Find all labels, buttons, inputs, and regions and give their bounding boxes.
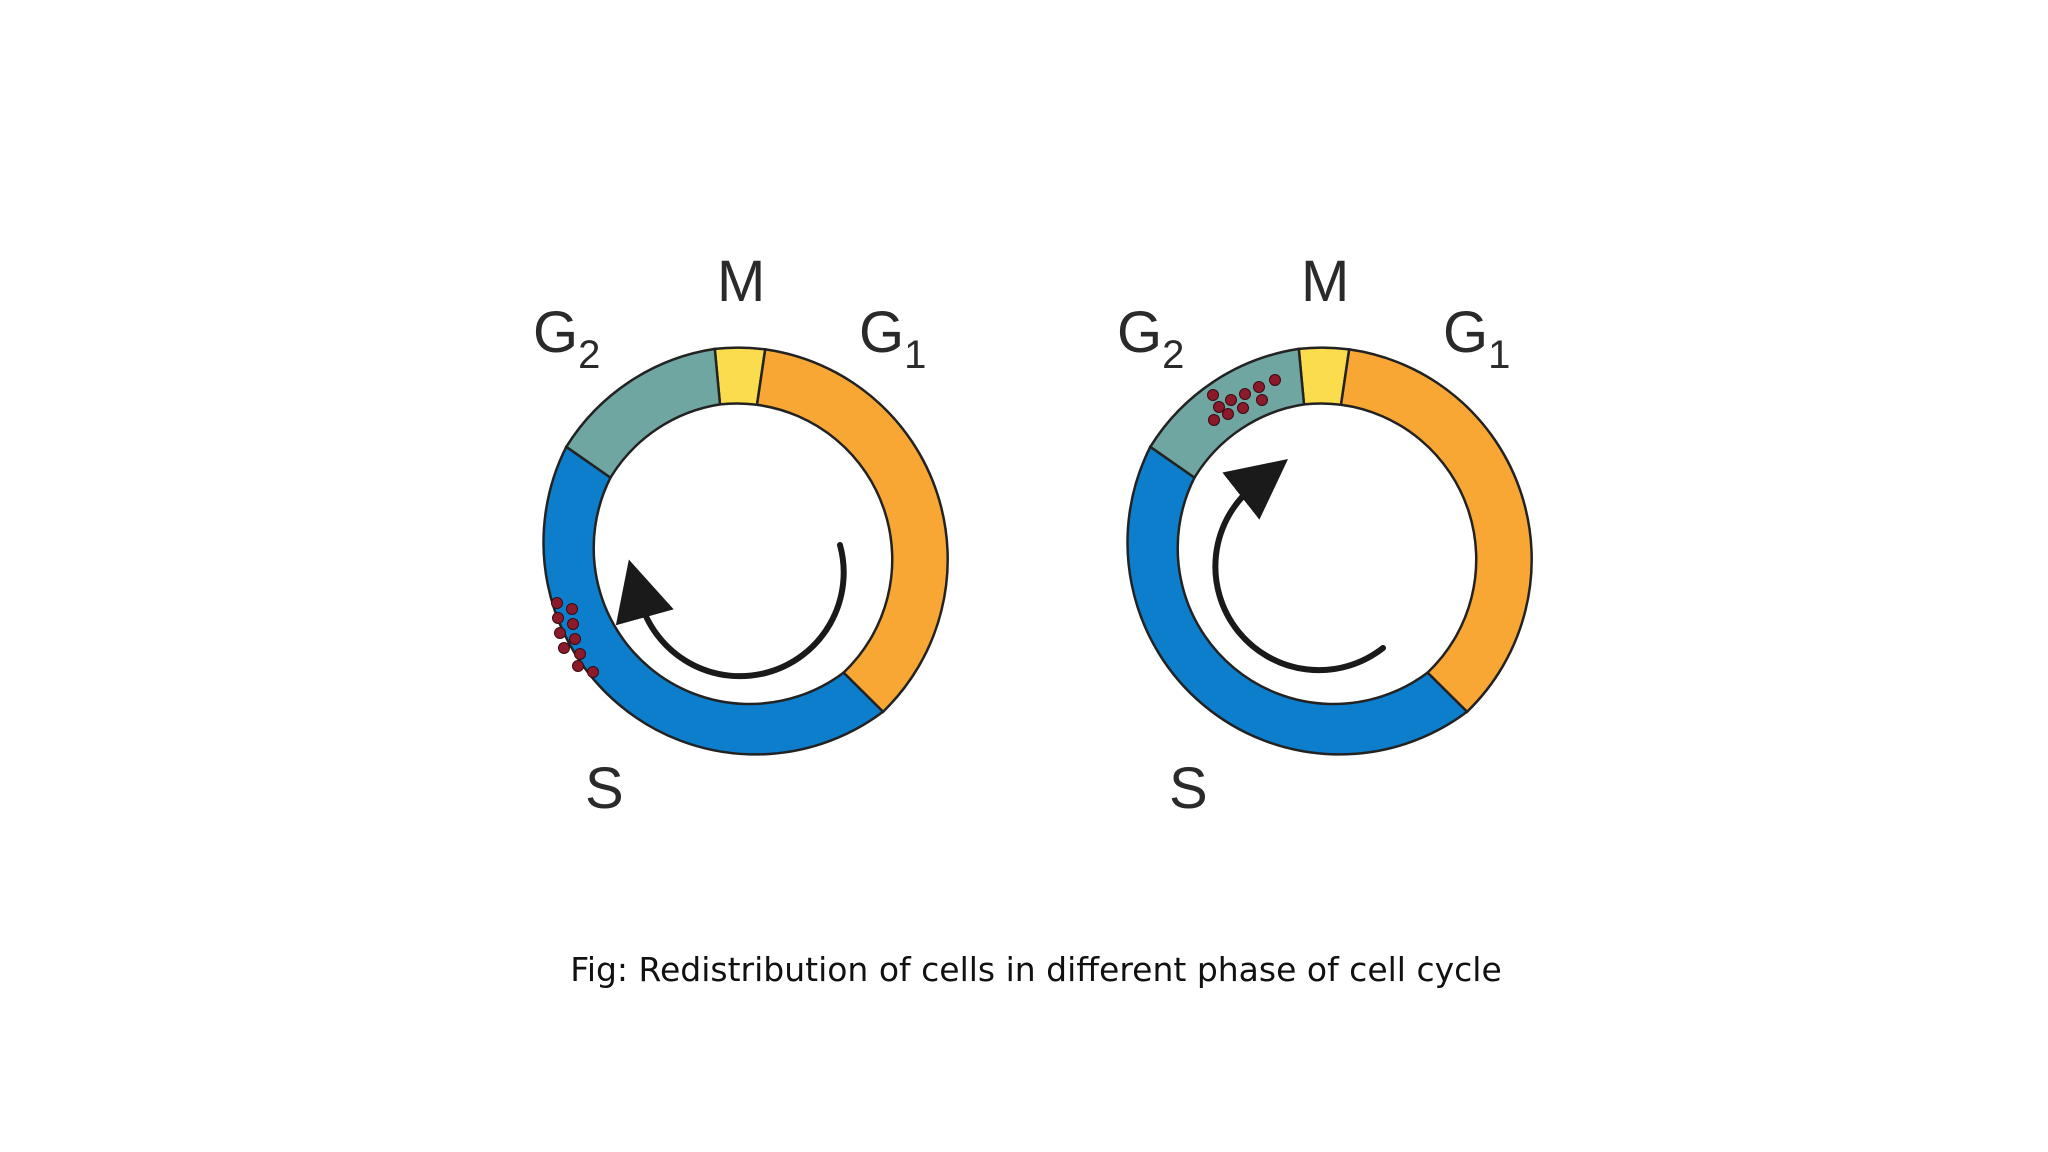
cell-dot [566,603,578,615]
cell-dot [552,612,564,624]
label-g1: G1 [1443,300,1510,377]
cell-dot [551,597,563,609]
label-g1: G1 [859,300,926,377]
cell-dot [569,633,581,645]
cell-dot [1207,389,1219,401]
cell-dot [1208,414,1220,426]
cell-dot [1225,394,1237,406]
phase-segment-g2 [564,347,722,480]
cell-cycle-diagram-left: G2 M G1 S [533,249,949,821]
cell-dot [1256,394,1268,406]
cell-dot [1239,388,1251,400]
label-g2: G2 [1117,300,1184,377]
cell-dot [574,648,586,660]
cycle-ring-left [542,346,949,756]
label-s: S [1169,756,1208,821]
phase-segment-s [1126,444,1469,756]
label-m: M [717,249,765,314]
cell-cycle-diagram-right: G2 M G1 S [1117,249,1533,821]
cell-dot [587,666,599,678]
cell-dot [1253,381,1265,393]
counterclockwise-arrow-icon [615,542,847,680]
phase-segment-g1 [1339,347,1533,714]
cell-dot [567,618,579,630]
cell-cluster-right [1207,374,1281,426]
cell-dot [554,627,566,639]
figure-caption: Fig: Redistribution of cells in differen… [570,950,1502,989]
cell-dot [1222,408,1234,420]
clockwise-arrow-icon [1212,459,1386,674]
phase-segment-s [542,444,885,756]
cell-dot [572,660,584,672]
phase-segment-g1 [755,347,949,714]
label-s: S [585,756,624,821]
cell-dot [1269,374,1281,386]
label-g2: G2 [533,300,600,377]
cell-dot [1213,401,1225,413]
cell-dot [1237,402,1249,414]
label-m: M [1301,249,1349,314]
cycle-ring-right [1126,346,1533,756]
cell-dot [558,642,570,654]
cell-cluster-left [551,597,599,678]
